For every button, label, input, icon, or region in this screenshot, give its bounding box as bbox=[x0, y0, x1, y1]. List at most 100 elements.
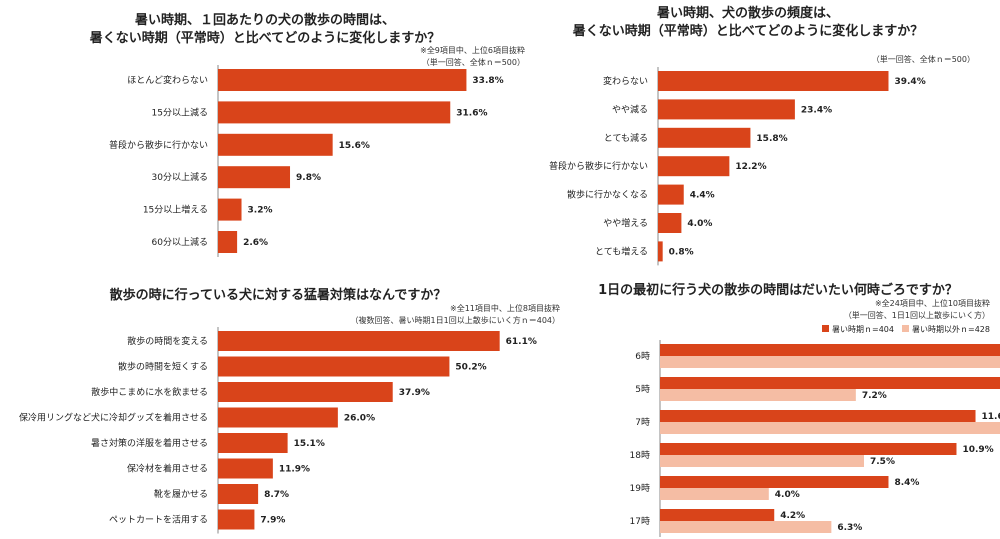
chart2-bar bbox=[658, 127, 751, 148]
chart3-bar bbox=[218, 458, 273, 479]
chart1-category-label: 15分以上減る bbox=[152, 106, 208, 118]
chart3-bar bbox=[218, 407, 338, 428]
chart1-value-label: 9.8% bbox=[296, 173, 321, 183]
chart1-note-2: （単一回答、全体ｎ＝500） bbox=[422, 57, 525, 67]
chart4-category-label: 6時 bbox=[635, 351, 650, 362]
legend-label-other-season: 暑い時期以外ｎ=428 bbox=[912, 324, 990, 334]
chart1-bar bbox=[218, 166, 291, 189]
chart4-note-1: ※全24項目中、上位10項目抜粋 bbox=[875, 298, 990, 308]
legend-label-hot-season: 暑い時期ｎ=404 bbox=[832, 325, 894, 334]
chart4-bar-series-1 bbox=[660, 488, 769, 500]
chart3-category-label: 靴を履かせる bbox=[154, 488, 208, 500]
chart4-bar-series-1 bbox=[660, 455, 864, 467]
chart2-category-label: 普段から散歩に行かない bbox=[549, 160, 648, 172]
chart3-category-label: 散歩の時間を短くする bbox=[118, 361, 208, 373]
chart3-bar bbox=[218, 484, 259, 504]
chart4-bar-series-1 bbox=[660, 521, 832, 533]
chart3-bar bbox=[218, 382, 393, 402]
chart2-bar bbox=[658, 156, 730, 177]
chart4-bar-series-0 bbox=[660, 509, 775, 521]
chart3-category-label: ペットカートを活用する bbox=[109, 514, 208, 526]
chart2-bar bbox=[658, 241, 663, 262]
chart-walk-duration: 暑い時期、１回あたりの犬の散歩の時間は、 暑くない時期（平常時）と比べてどのよう… bbox=[89, 12, 525, 257]
chart1-title-line1: 暑い時期、１回あたりの犬の散歩の時間は、 bbox=[134, 12, 395, 28]
chart2-bar bbox=[658, 213, 682, 233]
chart3-bar bbox=[218, 433, 288, 453]
chart2-title-line1: 暑い時期、犬の散歩の頻度は、 bbox=[656, 5, 839, 21]
chart1-bar bbox=[218, 69, 467, 91]
chart2-category-label: やや減る bbox=[612, 103, 648, 115]
chart-first-walk-time: 1日の最初に行う犬の散歩の時間はだいたい何時ごろですか？ ※全24項目中、上位1… bbox=[598, 282, 1000, 537]
chart2-category-label: 散歩に行かなくなる bbox=[567, 189, 648, 201]
chart1-note-1: ※全9項目中、上位6項目抜粋 bbox=[420, 45, 525, 55]
chart4-value-label: 7.2% bbox=[862, 391, 887, 401]
chart2-bar bbox=[658, 71, 889, 91]
chart1-value-label: 31.6% bbox=[456, 108, 487, 118]
chart2-value-label: 15.8% bbox=[756, 134, 787, 144]
chart3-value-label: 8.7% bbox=[264, 490, 289, 500]
chart1-category-label: 60分以上減る bbox=[152, 236, 208, 248]
chart4-value-label: 6.3% bbox=[837, 523, 862, 533]
chart3-bar bbox=[218, 509, 255, 530]
chart1-value-label: 15.6% bbox=[339, 141, 370, 151]
chart3-note-1: ※全11項目中、上位8項目抜粋 bbox=[450, 303, 560, 313]
chart3-category-label: 暑さ対策の洋服を着用させる bbox=[91, 437, 208, 449]
chart4-category-label: 5時 bbox=[635, 384, 650, 395]
chart2-value-label: 12.2% bbox=[735, 162, 766, 172]
chart1-bar bbox=[218, 101, 451, 124]
chart1-category-label: ほとんど変わらない bbox=[127, 74, 208, 86]
chart4-bar-series-1 bbox=[660, 422, 1000, 434]
chart1-value-label: 3.2% bbox=[248, 206, 273, 216]
chart4-category-label: 19時 bbox=[630, 483, 650, 494]
chart1-value-label: 2.6% bbox=[243, 238, 268, 248]
chart2-value-label: 4.0% bbox=[687, 219, 712, 229]
chart1-category-label: 普段から散歩に行かない bbox=[109, 139, 208, 151]
legend-swatch-other-season bbox=[902, 325, 909, 332]
chart2-value-label: 4.4% bbox=[690, 191, 715, 201]
chart3-category-label: 散歩中こまめに水を飲ませる bbox=[91, 386, 208, 398]
chart4-title: 1日の最初に行う犬の散歩の時間はだいたい何時ごろですか？ bbox=[598, 282, 958, 298]
chart4-value-label: 4.0% bbox=[775, 490, 800, 500]
chart4-value-label: 8.4% bbox=[894, 478, 919, 488]
chart4-bar-series-1 bbox=[660, 356, 1000, 368]
chart3-category-label: 保冷材を着用させる bbox=[127, 463, 208, 475]
chart1-value-label: 33.8% bbox=[472, 76, 503, 86]
chart3-value-label: 11.9% bbox=[279, 465, 310, 475]
chart3-bar bbox=[218, 331, 500, 351]
chart4-bar-series-0 bbox=[660, 443, 957, 455]
chart3-category-label: 散歩の時間を変える bbox=[127, 335, 208, 347]
chart2-value-label: 39.4% bbox=[894, 77, 925, 87]
chart4-bar-series-0 bbox=[660, 377, 1000, 389]
chart4-value-label: 4.2% bbox=[780, 511, 805, 521]
chart3-title: 散歩の時に行っている犬に対する猛暑対策はなんですか？ bbox=[110, 287, 447, 303]
chart2-category-label: 変わらない bbox=[603, 75, 648, 87]
chart2-note-1: （単一回答、全体ｎ＝500） bbox=[872, 54, 975, 64]
chart3-bar bbox=[218, 356, 450, 377]
chart4-category-label: 7時 bbox=[635, 417, 650, 428]
chart3-value-label: 7.9% bbox=[260, 516, 285, 526]
chart4-value-label: 11.6% bbox=[982, 412, 1000, 422]
chart4-note-2: （単一回答、1日1回以上散歩にいく方） bbox=[844, 310, 990, 320]
chart4-legend: 暑い時期ｎ=404 暑い時期以外ｎ=428 bbox=[822, 324, 990, 334]
chart1-title-line2: 暑くない時期（平常時）と比べてどのように変化しますか？ bbox=[89, 30, 440, 46]
chart2-bar bbox=[658, 99, 795, 120]
chart4-bar-series-0 bbox=[660, 410, 976, 422]
chart3-value-label: 61.1% bbox=[506, 337, 537, 347]
chart4-bar-series-1 bbox=[660, 389, 856, 401]
chart1-bar bbox=[218, 198, 242, 221]
chart4-bar-series-0 bbox=[660, 476, 889, 488]
chart-heat-measures: 散歩の時に行っている犬に対する猛暑対策はなんですか？ ※全11項目中、上位8項目… bbox=[19, 287, 560, 534]
chart3-category-label: 保冷用リングなど犬に冷却グッズを着用させる bbox=[19, 412, 208, 424]
chart2-bar bbox=[658, 184, 684, 205]
chart2-category-label: とても減る bbox=[604, 132, 648, 144]
chart2-category-label: やや増える bbox=[603, 217, 648, 229]
chart2-category-label: とても増える bbox=[595, 245, 648, 257]
chart1-category-label: 30分以上減る bbox=[152, 171, 208, 183]
chart4-bar-series-0 bbox=[660, 344, 1000, 356]
chart3-note-2: （複数回答、暑い時期1日1回以上散歩にいく方ｎ＝404） bbox=[351, 315, 560, 325]
chart2-title-line2: 暑くない時期（平常時）と比べてどのように変化しますか？ bbox=[572, 23, 923, 39]
chart2-value-label: 23.4% bbox=[801, 105, 832, 115]
legend-swatch-hot-season bbox=[822, 325, 829, 332]
chart1-category-label: 15分以上増える bbox=[143, 204, 208, 216]
